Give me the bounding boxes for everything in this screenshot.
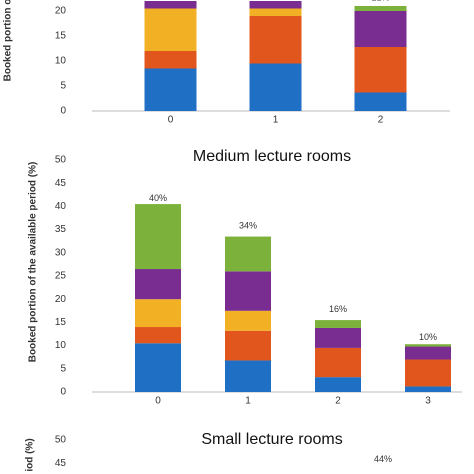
total-label: 16% <box>329 304 347 314</box>
y-tick-label: 15 <box>55 317 67 328</box>
bar-segment <box>405 344 451 347</box>
bar-segment <box>249 16 302 64</box>
y-tick-label: 40 <box>55 201 67 212</box>
x-tick-label: 3 <box>425 396 431 407</box>
bar-segment <box>144 68 197 111</box>
bar-segment <box>144 51 197 69</box>
bar-segment <box>405 386 451 392</box>
y-tick-label: 0 <box>60 387 66 398</box>
x-tick-label: 0 <box>168 115 174 126</box>
bar-segment <box>144 1 197 9</box>
chart-title: Small lecture rooms <box>201 431 342 448</box>
y-tick-label: 15 <box>55 31 67 42</box>
x-tick-label: 2 <box>378 115 384 126</box>
bar-segment <box>225 236 271 272</box>
bar-segment <box>225 271 271 311</box>
bar-segment <box>315 347 361 378</box>
bar-segment <box>249 63 302 111</box>
bar-segment <box>135 204 181 270</box>
y-tick-label: 5 <box>60 81 66 92</box>
y-axis-label: Booked portion o <box>3 0 14 81</box>
bar-segment <box>354 11 407 47</box>
y-axis-label: Booked portion of the available period (… <box>28 162 39 363</box>
bar-segment <box>144 8 197 51</box>
bar-segment <box>225 330 271 361</box>
bar-segment <box>354 92 407 111</box>
total-label: 34% <box>239 221 257 231</box>
total-label: 10% <box>419 332 437 342</box>
bar-segment <box>225 360 271 392</box>
bar-segment <box>225 310 271 331</box>
y-tick-label: 20 <box>55 294 67 305</box>
y-tick-label: 25 <box>55 271 67 282</box>
y-tick-label: 0 <box>60 106 66 117</box>
y-tick-label: 10 <box>55 56 67 67</box>
y-tick-label: 10 <box>55 340 67 351</box>
bar-segment <box>249 1 302 9</box>
bar-segment <box>135 327 181 344</box>
x-tick-label: 1 <box>245 396 251 407</box>
y-tick-label: 45 <box>55 178 67 189</box>
bar-segment <box>135 299 181 328</box>
y-tick-label: 50 <box>55 155 67 166</box>
y-axis-label: iod (%) <box>25 438 36 471</box>
y-tick-label: 20 <box>55 6 67 17</box>
chart-title: Medium lecture rooms <box>193 148 351 165</box>
bar-segment <box>354 47 407 93</box>
total-label: 40% <box>149 193 167 203</box>
bar-segment <box>249 8 302 16</box>
x-tick-label: 1 <box>273 115 279 126</box>
y-tick-label: 45 <box>55 458 67 469</box>
bar-segment <box>315 327 361 348</box>
total-label: 44% <box>374 454 392 464</box>
bar-segment <box>405 359 451 387</box>
x-tick-label: 2 <box>335 396 341 407</box>
y-tick-label: 30 <box>55 247 67 258</box>
y-tick-label: 5 <box>60 363 66 374</box>
y-tick-label: 35 <box>55 224 67 235</box>
bar-segment <box>315 377 361 392</box>
total-label: 21% <box>371 0 389 2</box>
y-tick-label: 50 <box>55 435 67 446</box>
bar-segment <box>405 346 451 360</box>
bar-segment <box>135 269 181 300</box>
bar-segment <box>135 343 181 392</box>
bar-segment <box>354 6 407 11</box>
x-tick-label: 0 <box>155 396 161 407</box>
bar-segment <box>315 320 361 328</box>
